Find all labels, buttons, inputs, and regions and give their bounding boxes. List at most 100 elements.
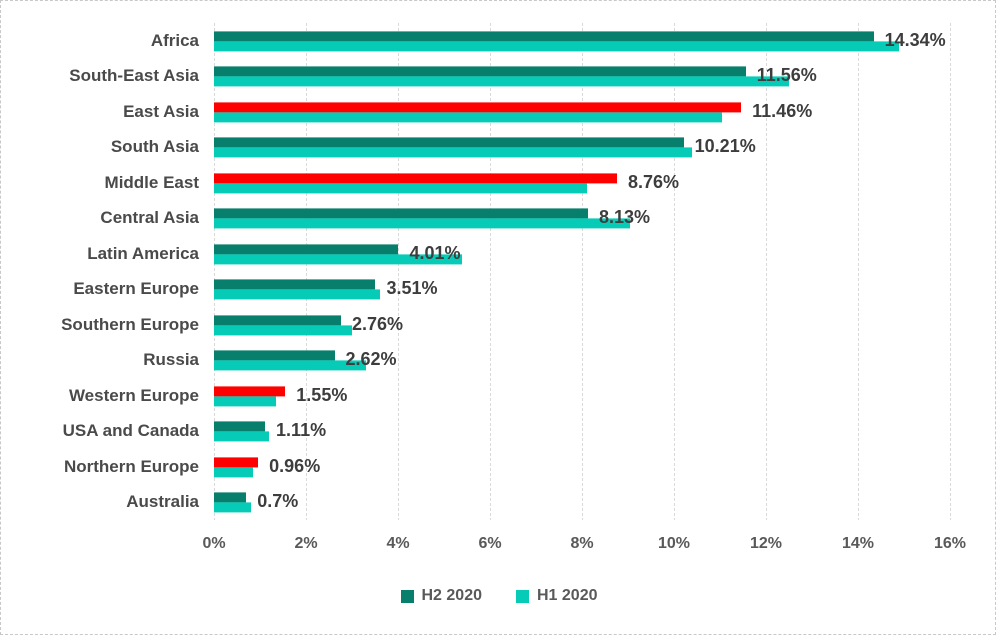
bar-h1-2020 <box>214 431 270 442</box>
category-label: Australia <box>126 492 199 512</box>
chart-row: Eastern Europe 3.51% <box>1 272 995 308</box>
bar-h1-2020 <box>214 360 366 371</box>
bar-pair <box>214 421 270 442</box>
x-tick-label: 14% <box>841 535 875 552</box>
x-tick-label: 6% <box>478 535 502 552</box>
legend-swatch-h2-2020-icon <box>400 589 414 603</box>
category-label: Africa <box>150 30 199 50</box>
bar-h1-2020 <box>214 147 693 158</box>
bar-pair <box>214 173 617 194</box>
data-label: 0.96% <box>269 455 321 476</box>
bar-h1-2020 <box>214 218 631 229</box>
legend: H2 2020 H1 2020 <box>1 587 995 605</box>
chart-row: Latin America 4.01% <box>1 236 995 272</box>
x-tick-label: 8% <box>570 535 594 552</box>
chart-row: USA and Canada 1.11% <box>1 414 995 450</box>
bar-pair <box>214 102 742 123</box>
x-tick-label: 12% <box>749 535 783 552</box>
bar-pair <box>214 31 900 52</box>
gridline <box>858 23 859 520</box>
chart-row: Northern Europe 0.96% <box>1 449 995 485</box>
bar-h2-2020 <box>214 173 617 184</box>
legend-label-h2-2020: H2 2020 <box>421 587 483 604</box>
plot-area <box>214 23 951 520</box>
data-label: 11.56% <box>756 65 817 86</box>
data-label: 8.13% <box>598 207 651 228</box>
bar-pair <box>214 208 631 229</box>
bar-h2-2020 <box>214 208 588 219</box>
gridline <box>306 23 307 520</box>
data-label: 1.55% <box>296 384 348 405</box>
chart-row: South Asia 10.21% <box>1 130 995 166</box>
data-label: 14.34% <box>884 29 946 50</box>
bar-h2-2020 <box>214 350 335 361</box>
chart-row: Russia 2.62% <box>1 343 995 379</box>
bar-pair <box>214 315 352 336</box>
bar-pair <box>214 386 286 407</box>
bar-h1-2020 <box>214 254 463 265</box>
data-label: 8.76% <box>627 171 679 192</box>
bar-h2-2020 <box>214 315 341 326</box>
bar-h1-2020 <box>214 502 251 513</box>
bar-pair <box>214 457 259 478</box>
category-label: East Asia <box>123 101 199 121</box>
data-label: 1.11% <box>276 420 327 441</box>
bar-h2-2020 <box>214 279 376 290</box>
data-label: 2.76% <box>351 313 403 334</box>
bar-h2-2020 <box>214 137 684 148</box>
bar-pair <box>214 279 380 300</box>
gridline <box>398 23 399 520</box>
data-label: 3.51% <box>386 278 438 299</box>
chart-row: Middle East 8.76% <box>1 165 995 201</box>
gridline <box>766 23 767 520</box>
data-label: 4.01% <box>409 242 461 263</box>
bar-h1-2020 <box>214 76 789 87</box>
bar-h1-2020 <box>214 183 587 194</box>
data-label: 0.7% <box>257 491 299 512</box>
chart-row: Central Asia 8.13% <box>1 201 995 237</box>
bar-h1-2020 <box>214 396 277 407</box>
category-label: USA and Canada <box>62 421 199 441</box>
chart-row: Australia 0.7% <box>1 485 995 521</box>
bar-pair <box>214 66 789 87</box>
gridline <box>950 23 951 520</box>
legend-item-h2-2020: H2 2020 <box>400 587 483 605</box>
bar-h1-2020 <box>214 289 380 300</box>
gridline <box>674 23 675 520</box>
category-label: Latin America <box>87 243 199 263</box>
bar-h1-2020 <box>214 41 900 52</box>
legend-item-h1-2020: H1 2020 <box>516 587 598 605</box>
bar-h2-2020 <box>214 244 399 255</box>
chart-row: Southern Europe 2.76% <box>1 307 995 343</box>
bar-pair <box>214 244 463 265</box>
bar-h1-2020 <box>214 112 723 123</box>
bar-h2-2020 <box>214 492 247 503</box>
bar-h2-2020 <box>214 457 259 468</box>
x-tick-label: 2% <box>294 535 318 552</box>
category-label: South-East Asia <box>69 66 199 86</box>
bar-h1-2020 <box>214 467 254 478</box>
gridline <box>490 23 491 520</box>
chart-row: South-East Asia 11.56% <box>1 59 995 95</box>
x-tick-label: 4% <box>386 535 410 552</box>
chart-rows: Africa 14.34% South-East Asia 11.56% East As… <box>1 23 995 521</box>
gridline <box>582 23 583 520</box>
category-label: Middle East <box>104 172 199 192</box>
bar-h2-2020 <box>214 31 874 42</box>
bar-pair <box>214 350 366 371</box>
gridline <box>214 23 215 520</box>
x-axis: 0% 2% 4% 6% 8% 10% 12% 14% 16% <box>1 535 995 561</box>
category-label: Western Europe <box>68 385 199 405</box>
bar-h1-2020 <box>214 325 352 336</box>
bar-pair <box>214 137 693 158</box>
chart-row: East Asia 11.46% <box>1 94 995 130</box>
data-label: 2.62% <box>345 349 397 370</box>
data-label: 10.21% <box>694 136 756 157</box>
bar-pair <box>214 492 251 513</box>
chart-row: Western Europe 1.55% <box>1 378 995 414</box>
category-label: South Asia <box>110 137 199 157</box>
category-label: Eastern Europe <box>73 279 199 299</box>
category-label: Southern Europe <box>61 314 199 334</box>
bar-h2-2020 <box>214 66 746 77</box>
